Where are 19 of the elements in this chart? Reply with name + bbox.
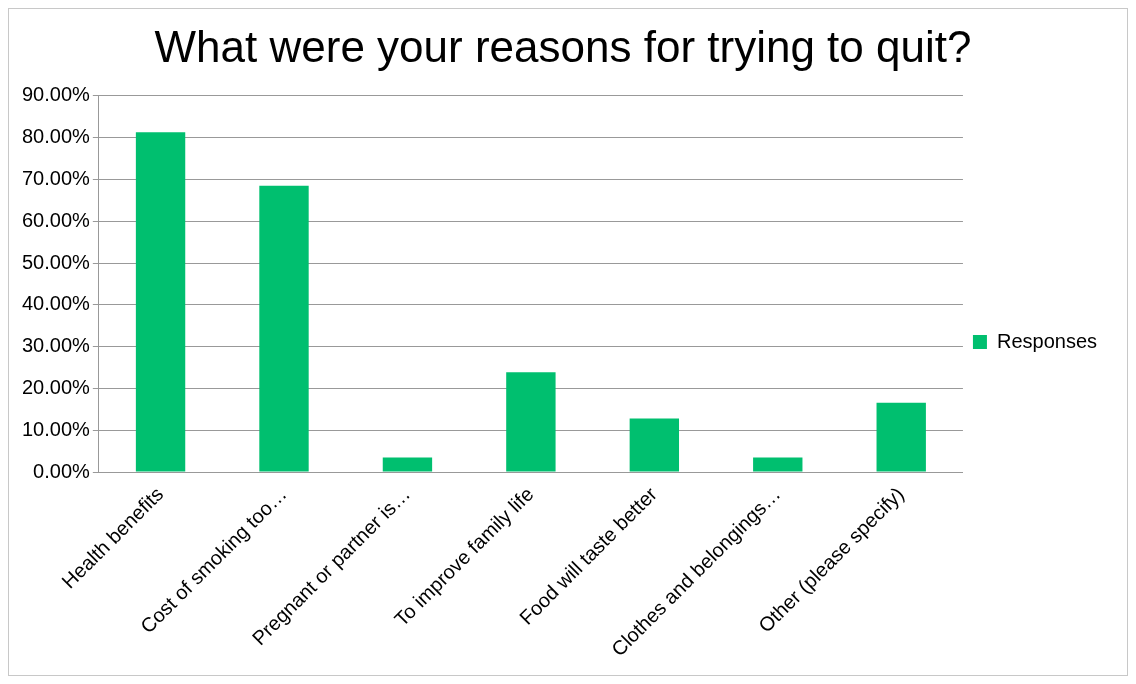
y-tick-label: 80.00% xyxy=(21,125,91,148)
y-tick-label: 60.00% xyxy=(21,208,91,231)
y-tick-label: 50.00% xyxy=(21,250,91,273)
y-tick-label: 90.00% xyxy=(21,83,91,106)
y-tick-label: 0.00% xyxy=(33,459,91,482)
y-tick-label: 70.00% xyxy=(21,166,91,189)
legend-label: Responses xyxy=(996,329,1097,352)
bar xyxy=(506,372,556,472)
y-tick-label: 40.00% xyxy=(21,292,91,315)
bar xyxy=(753,457,803,472)
y-tick-label: 10.00% xyxy=(21,417,91,440)
bar xyxy=(135,132,186,472)
y-tick-label: 20.00% xyxy=(21,375,91,398)
y-tick-label: 30.00% xyxy=(21,334,91,357)
bar xyxy=(259,185,309,472)
bar xyxy=(629,418,680,472)
bar xyxy=(382,457,433,472)
chart-title: What were your reasons for trying to quit? xyxy=(154,21,972,71)
bar xyxy=(876,402,926,472)
